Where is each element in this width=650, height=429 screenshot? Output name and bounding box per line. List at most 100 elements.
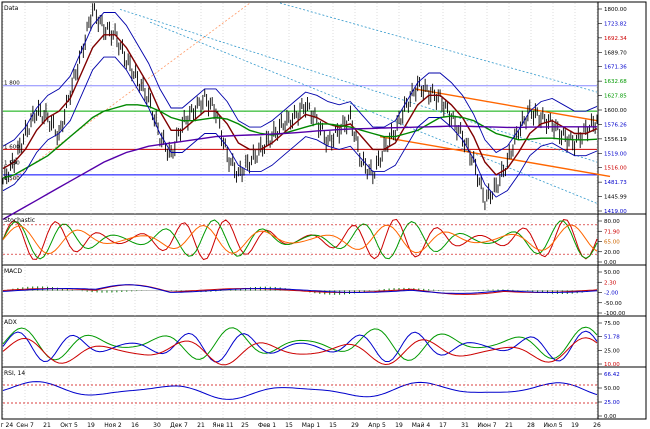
series-line-1	[2, 34, 598, 176]
x-axis-label: 29	[351, 422, 359, 429]
x-axis-label: 21	[197, 422, 205, 429]
right-tick-label: 1689.70	[604, 50, 627, 56]
macd-signal	[2, 284, 598, 294]
right-tick-label: 1516.00	[604, 166, 627, 172]
x-axis-label: Авг 24	[0, 422, 13, 429]
right-tick-label: -2.00	[604, 291, 619, 297]
rsi-line	[2, 381, 598, 400]
left-price-label: 1 600	[4, 144, 20, 150]
right-tick-label: 0.00	[604, 260, 617, 266]
price-overlays	[3, 2, 611, 204]
trendline-upper	[119, 8, 598, 163]
right-tick-label: 1481.73	[604, 180, 627, 186]
x-axis-label: 19	[87, 422, 95, 429]
right-tick-label: 1419.00	[604, 209, 627, 215]
stochastic-lines	[2, 218, 598, 261]
right-tick-label: 1445.99	[604, 195, 627, 201]
trendline-mid	[149, 21, 598, 204]
x-axis-label: 25	[241, 422, 249, 429]
left-price-label: 1 800	[4, 81, 20, 87]
x-axis-label: Окт 5	[60, 422, 78, 429]
right-tick-label: 1600.00	[604, 108, 627, 114]
right-tick-label: 71.90	[604, 229, 620, 235]
stoch-d	[2, 219, 598, 260]
panel-labels: Data Stochastic MACD ADX RSI, 14	[4, 5, 35, 377]
right-tick-label: 1692.34	[604, 36, 627, 42]
price-bars	[2, 3, 598, 211]
x-axis-label: 16	[131, 422, 139, 429]
x-axis-label: 26	[593, 422, 601, 429]
x-axis-label: Апр 5	[368, 422, 386, 429]
x-axis-label: Фев 1	[258, 422, 276, 429]
right-tick-label: 1556.19	[604, 137, 627, 143]
right-tick-label: 25.00	[604, 348, 620, 354]
right-tick-label: 1627.85	[604, 94, 627, 100]
right-tick-label: 2.30	[604, 280, 617, 286]
x-axis-label: 19	[395, 422, 403, 429]
series-line-3	[2, 125, 597, 221]
right-tick-label: 1723.82	[604, 21, 627, 27]
panel-label-macd: MACD	[4, 268, 22, 275]
x-axis-label: Янв 11	[212, 422, 233, 429]
x-axis-label: Ноя 2	[104, 422, 122, 429]
right-tick-label: 0.00	[604, 414, 617, 420]
x-axis-label: 21	[505, 422, 513, 429]
macd-plot	[2, 284, 598, 295]
right-tick-label: 65.00	[604, 240, 620, 246]
macd-line	[2, 284, 598, 295]
adx-lines	[2, 326, 598, 366]
x-axis-label: 31	[461, 422, 469, 429]
band-lower	[2, 56, 598, 198]
x-axis-label: 17	[439, 422, 447, 429]
x-axis-label: 28	[527, 422, 535, 429]
x-axis-label: 30	[153, 422, 161, 429]
panel-label-price: Data	[4, 5, 19, 12]
x-axis-label: Июн 7	[477, 422, 496, 429]
right-tick-label: 1576.26	[604, 122, 627, 128]
x-axis-label: Июл 5	[543, 422, 562, 429]
x-axis-label: 15	[329, 422, 337, 429]
x-axis-label: 15	[285, 422, 293, 429]
left-price-label: 1 500	[4, 176, 20, 182]
channel-lower	[379, 135, 611, 178]
right-tick-label: 51.78	[604, 335, 620, 341]
rsi-line	[2, 381, 598, 404]
right-tick-label: 10.00	[604, 362, 620, 368]
panel-frames	[1, 1, 647, 420]
adx-plus-di	[2, 326, 598, 361]
series-line-2	[2, 104, 598, 179]
x-axis-label: Мар 1	[302, 422, 321, 429]
right-tick-label: -50.00	[604, 301, 622, 307]
left-price-label: 1 550	[4, 160, 20, 166]
left-axis-labels: 1 800 1 600 1 550 1 500	[4, 81, 20, 182]
right-tick-label: 50.00	[604, 386, 620, 392]
right-tick-label: 66.42	[604, 372, 620, 378]
x-axis-label: 19	[571, 422, 579, 429]
right-tick-label: 25.00	[604, 400, 620, 406]
right-tick-label: 20.00	[604, 250, 620, 256]
trendline-top	[279, 2, 598, 93]
adx-minus-di	[2, 337, 598, 366]
x-axis-label: Май 4	[412, 422, 431, 429]
panel-label-rsi: RSI, 14	[4, 370, 25, 377]
panel-label-adx: ADX	[4, 319, 17, 326]
panel-label-stochastic: Stochastic	[4, 217, 35, 224]
right-tick-label: 1519.00	[604, 151, 627, 157]
adx-line	[2, 330, 598, 363]
x-axis-label: Сен 7	[16, 422, 34, 429]
x-axis-label: 21	[43, 422, 51, 429]
band-upper	[2, 12, 598, 154]
grid-lines	[2, 3, 598, 418]
right-tick-label: 1632.68	[604, 79, 627, 85]
x-axis-label: Дек 7	[170, 422, 188, 429]
right-axis-ticks: 1800.00 1723.82 1692.34 1689.70 1671.36 1632.…	[598, 7, 627, 420]
stoch-slow	[2, 224, 598, 255]
channel-upper	[414, 88, 598, 122]
right-tick-label: 1671.36	[604, 65, 627, 71]
price-lines	[2, 12, 598, 221]
right-tick-label: 80.00	[604, 219, 620, 225]
right-tick-label: -100.00	[604, 311, 626, 317]
right-tick-label: 75.00	[604, 321, 620, 327]
